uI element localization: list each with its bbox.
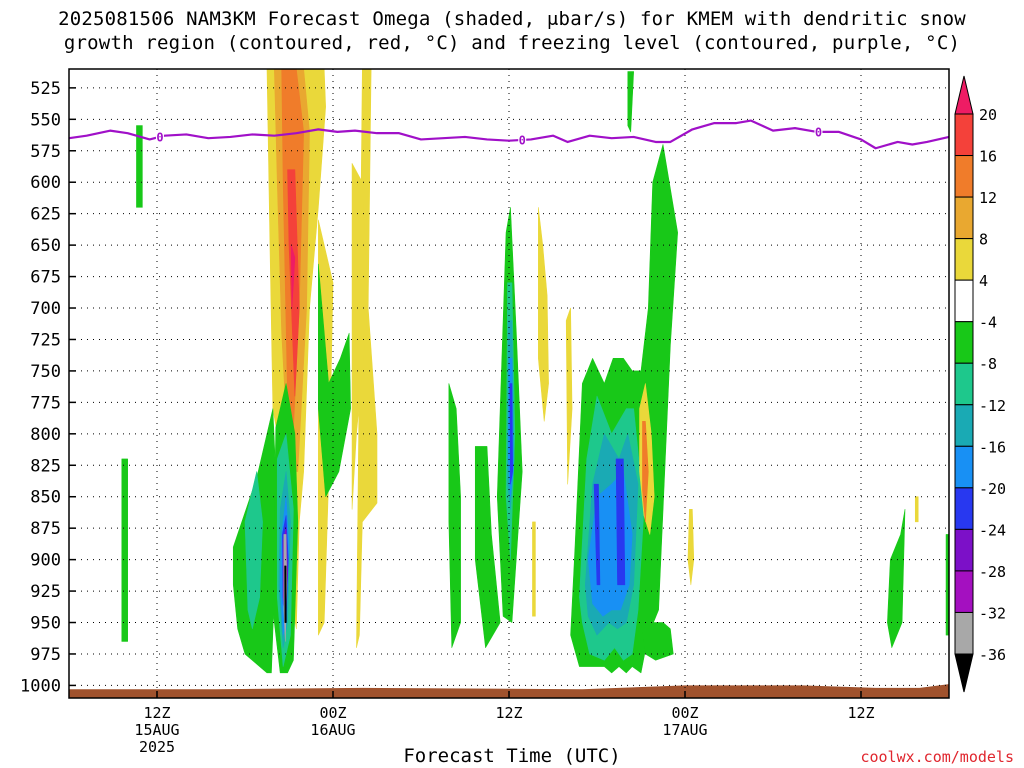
x-tick-label: 16AUG (310, 721, 355, 739)
colorbar: 20 16 12 8 4 -4 -8 -12 -16 -20 -24 -28 -32 -36 (954, 75, 1006, 693)
colorbar-bin-3 (954, 196, 974, 240)
omega-shaded-regions (121, 68, 950, 674)
colorbar-bin-13 (954, 611, 974, 655)
omega-region-28 (509, 383, 513, 485)
freezing-level-label: 0 (156, 130, 163, 144)
omega-region-21 (284, 565, 287, 623)
freezing-level-label: 0 (815, 125, 822, 139)
x-tick-label: 2025 (139, 738, 175, 756)
omega-region-43 (887, 508, 906, 648)
colorbar-label: -24 (979, 521, 1006, 539)
x-tick-label: 00Z (671, 704, 698, 722)
omega-region-42 (627, 71, 634, 133)
colorbar-bin-5 (954, 279, 974, 323)
y-tick-label: 1000 (20, 676, 61, 696)
colorbar-bin-6 (954, 321, 974, 364)
omega-region-36 (593, 483, 601, 586)
y-tick-label: 950 (30, 614, 61, 634)
omega-region-41 (687, 508, 695, 586)
colorbar-label: 12 (979, 189, 997, 207)
colorbar-label: -32 (979, 604, 1006, 622)
colorbar-bin-14 (954, 653, 974, 693)
y-tick-label: 650 (30, 236, 61, 256)
freezing-level-label: 0 (519, 133, 526, 147)
colorbar-label: -36 (979, 646, 1006, 664)
omega-region-1 (136, 125, 143, 208)
colorbar-bin-9 (954, 445, 974, 489)
y-tick-label: 675 (30, 268, 61, 288)
colorbar-bin-12 (954, 570, 974, 613)
omega-region-6 (351, 163, 369, 510)
y-tick-label: 900 (30, 551, 61, 571)
omega-region-30 (565, 307, 573, 485)
colorbar-label: -12 (979, 397, 1006, 415)
y-tick-label: 625 (30, 205, 61, 225)
colorbar-bin-7 (954, 362, 974, 406)
y-tick-label: 550 (30, 110, 61, 130)
omega-region-40 (642, 420, 649, 523)
y-tick-label: 525 (30, 79, 61, 99)
freezing-level-contour: 0 0 0 (68, 119, 950, 150)
x-tick-label: 17AUG (662, 721, 707, 739)
y-tick-label: 800 (30, 425, 61, 445)
colorbar-bin-0 (954, 75, 974, 115)
y-tick-label: 575 (30, 142, 61, 162)
chart-title-line-2: growth region (contoured, red, °C) and f… (63, 32, 961, 54)
colorbar-label: -8 (979, 355, 997, 373)
omega-region-22 (448, 383, 461, 648)
colorbar-label: 8 (979, 231, 988, 249)
y-tick-label: 875 (30, 519, 61, 539)
x-axis-label: Forecast Time (UTC) (403, 745, 621, 767)
colorbar-bin-11 (954, 528, 974, 572)
freezing-label-bg-0 (155, 130, 164, 143)
colorbar-bin-2 (954, 155, 974, 198)
omega-region-31 (532, 521, 536, 617)
y-tick-label: 825 (30, 456, 61, 476)
x-tick-label: 12Z (847, 704, 874, 722)
y-tick-label: 700 (30, 299, 61, 319)
y-tick-label: 600 (30, 173, 61, 193)
y-tick-label: 775 (30, 393, 61, 413)
y-axis-ticks: 525 550 575 600 625 650 675 700 725 750 775 800 825 8… (20, 79, 76, 696)
colorbar-bin-8 (954, 404, 974, 447)
freezing-label-bg-1 (518, 133, 527, 146)
colorbar-label: -20 (979, 480, 1006, 498)
colorbar-label: -4 (979, 314, 997, 332)
x-tick-label: 15AUG (134, 721, 179, 739)
chart-title-line-1: 2025081506 NAM3KM Forecast Omega (shaded… (58, 8, 966, 30)
omega-region-2 (121, 458, 128, 642)
omega-region-13 (244, 471, 263, 630)
omega-region-44 (914, 496, 919, 523)
site-credit: coolwx.com/models (860, 748, 1014, 766)
colorbar-label: 20 (979, 106, 997, 124)
freezing-label-bg-2 (814, 125, 823, 138)
y-tick-label: 975 (30, 645, 61, 665)
colorbar-label: -16 (979, 438, 1006, 456)
colorbar-label: 16 (979, 148, 997, 166)
omega-region-37 (615, 458, 626, 586)
omega-region-23 (474, 446, 501, 648)
y-tick-label: 925 (30, 582, 61, 602)
colorbar-bin-1 (954, 113, 974, 157)
x-tick-label: 00Z (319, 704, 346, 722)
colorbar-bin-10 (954, 487, 974, 530)
omega-region-38 (640, 622, 674, 661)
colorbar-label: -28 (979, 563, 1006, 581)
omega-region-29 (538, 207, 549, 422)
y-tick-label: 750 (30, 362, 61, 382)
y-tick-label: 725 (30, 330, 61, 350)
x-tick-label: 12Z (143, 704, 170, 722)
y-tick-label: 850 (30, 488, 61, 508)
colorbar-bin-4 (954, 238, 974, 281)
x-tick-label: 12Z (495, 704, 522, 722)
colorbar-label: 4 (979, 272, 988, 290)
